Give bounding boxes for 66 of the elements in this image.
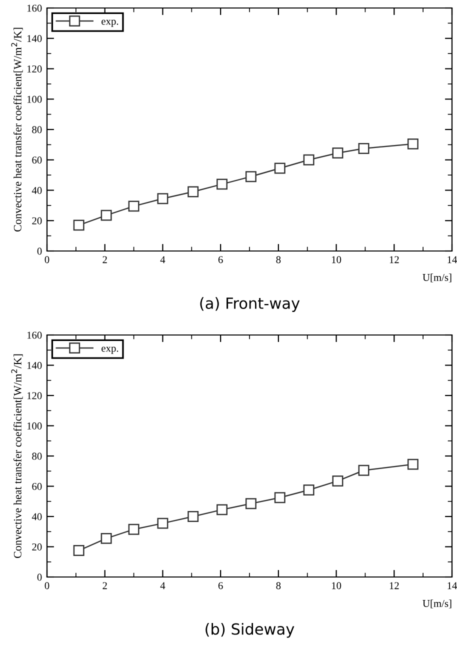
point [303, 154, 314, 166]
y-tick-label: 0 [37, 574, 42, 581]
y-tick-label: 160 [27, 4, 42, 12]
y-axis-title: Convective heat transfer coefficient[W/m$^{2}$/K] [11, 354, 23, 558]
x-axis-title: U[m/s] [422, 600, 452, 608]
y-tick-label: 140 [27, 35, 42, 42]
point [128, 524, 140, 535]
x-tick-label: 0 [44, 256, 50, 264]
point [188, 511, 199, 522]
point [245, 498, 256, 510]
y-tick-label: 60 [32, 156, 42, 164]
y-tick-label: 40 [32, 513, 42, 520]
point [358, 464, 370, 476]
point [245, 171, 256, 182]
x-tick-label: 0 [44, 582, 50, 590]
x-axis-title: U[m/s] [422, 274, 452, 282]
x-tick-label: 10 [332, 256, 342, 264]
x-tick-label: 14 [448, 582, 457, 590]
y-tick-label: 100 [27, 96, 42, 103]
y-tick-label: 0 [37, 248, 42, 255]
point [216, 504, 228, 516]
legend-label: exp. [102, 346, 118, 354]
point [358, 143, 370, 154]
x-tick-label: 4 [160, 582, 166, 590]
point [407, 458, 418, 470]
point [188, 186, 199, 198]
point [73, 545, 84, 556]
text: (b) Sideway [206, 622, 294, 638]
point [128, 200, 140, 212]
x-tick-label: 4 [160, 256, 166, 264]
y-tick-label: 100 [27, 422, 42, 430]
x-tick-label: 8 [276, 256, 281, 264]
point [303, 484, 314, 496]
y-tick-label: 160 [27, 332, 42, 339]
y-tick-label: 140 [27, 362, 42, 369]
point [274, 162, 286, 174]
legend-label: exp. [102, 20, 118, 27]
y-tick-label: 40 [32, 186, 42, 194]
x-tick-label: 8 [276, 582, 281, 590]
y-tick-label: 80 [32, 126, 42, 134]
x-tick-label: 14 [448, 256, 457, 264]
point [332, 475, 344, 486]
x-tick-label: 12 [390, 582, 399, 590]
y-tick-label: 60 [32, 482, 42, 490]
point [332, 148, 344, 159]
point [157, 193, 168, 204]
point [100, 210, 112, 221]
point [216, 178, 228, 190]
x-tick-label: 2 [102, 256, 107, 264]
point [274, 492, 286, 504]
x-tick-label: 10 [332, 582, 342, 590]
y-tick-label: 80 [32, 452, 42, 460]
x-tick-label: 12 [390, 256, 399, 264]
x-tick-label: 6 [218, 582, 223, 590]
point [157, 518, 168, 529]
point [407, 138, 418, 150]
y-tick-label: 120 [27, 392, 42, 400]
point [100, 532, 112, 544]
text: (a) Front-way [200, 297, 300, 312]
y-tick-label: 20 [32, 217, 42, 224]
point [73, 220, 84, 231]
y-tick-label: 20 [32, 543, 42, 550]
y-axis-title: Convective heat transfer coefficient[W/m$^{2}$/K] [11, 28, 23, 232]
x-tick-label: 2 [102, 582, 107, 590]
x-tick-label: 6 [218, 256, 223, 264]
y-tick-label: 120 [27, 65, 42, 72]
